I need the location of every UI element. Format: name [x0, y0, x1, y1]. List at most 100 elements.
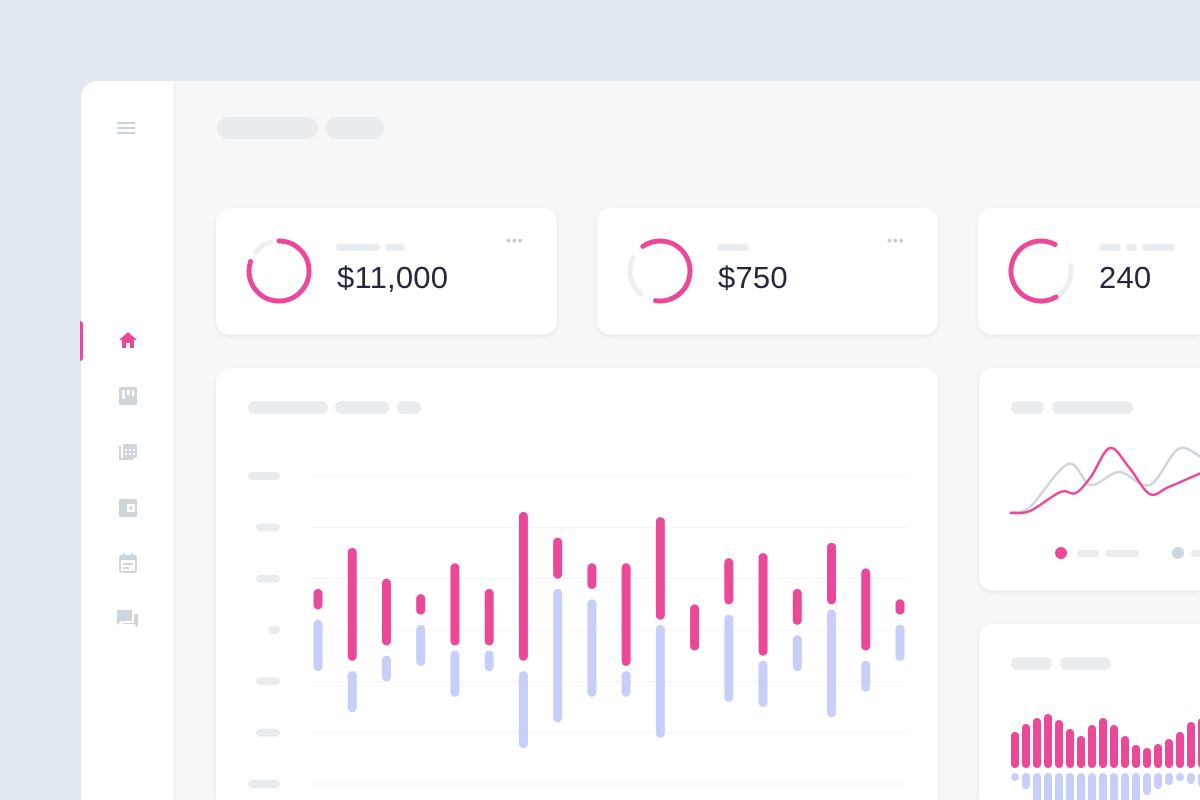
menu-icon[interactable] — [117, 122, 135, 134]
progress-ring — [627, 238, 693, 304]
chart-title-placeholder — [1060, 657, 1111, 670]
sidebar-item-spreadsheet[interactable] — [81, 434, 175, 470]
bar-lower — [861, 660, 871, 692]
bar-upper — [861, 568, 871, 651]
bar-upper — [381, 578, 391, 646]
bar-lower — [587, 599, 597, 697]
bar-positive — [1143, 748, 1151, 768]
small-bar-chart-card — [979, 624, 1200, 800]
y-tick-label-placeholder — [256, 523, 280, 532]
chart-legend — [1055, 547, 1200, 559]
bar-negative — [1011, 773, 1019, 781]
stat-card-count: 240 — [978, 208, 1200, 335]
chart-title-placeholder — [248, 401, 328, 414]
bar-upper — [690, 604, 700, 651]
bar-negative — [1099, 773, 1107, 800]
bar-upper — [587, 563, 597, 589]
sidebar — [80, 81, 175, 800]
y-tick-label-placeholder — [256, 728, 280, 737]
wallet-icon — [119, 499, 137, 517]
bar-positive — [1055, 720, 1063, 768]
y-tick-label-placeholder — [256, 677, 280, 686]
legend-label-placeholder — [1077, 550, 1099, 557]
chart-title-placeholder — [397, 401, 421, 414]
y-tick-label-placeholder — [256, 574, 280, 583]
more-options-icon[interactable]: ••• — [887, 232, 905, 248]
bar-lower — [381, 655, 391, 682]
bar-positive — [1044, 714, 1052, 768]
y-tick-label-placeholder — [268, 626, 280, 634]
diverging-bar-chart — [1011, 714, 1200, 800]
bar-negative — [1121, 773, 1129, 800]
stat-value: $11,000 — [337, 260, 449, 295]
bar-lower — [518, 671, 528, 749]
legend-label-placeholder — [1191, 550, 1200, 557]
label-placeholder — [385, 244, 405, 251]
line-series-pink — [1009, 446, 1200, 515]
chat-icon — [117, 610, 138, 628]
bar-upper — [347, 547, 357, 661]
bar-upper — [792, 588, 802, 625]
bar-lower — [484, 650, 494, 672]
line-series-gray — [1009, 446, 1200, 514]
range-bar-chart — [248, 472, 906, 788]
y-tick-label-placeholder — [248, 472, 280, 480]
bar-upper — [450, 563, 460, 646]
chart-title-placeholder — [1011, 657, 1052, 670]
bar-negative — [1022, 773, 1030, 789]
bar-upper — [895, 599, 905, 615]
legend-marker-gray — [1172, 547, 1184, 559]
bar-positive — [1077, 736, 1085, 768]
bar-upper — [621, 563, 631, 666]
bar-lower — [450, 650, 460, 697]
label-placeholder — [336, 244, 380, 251]
bar-lower — [655, 624, 665, 738]
bar-upper — [655, 517, 665, 620]
line-chart-card — [979, 368, 1200, 591]
sidebar-item-chat[interactable] — [81, 601, 175, 637]
bar-positive — [1011, 732, 1019, 768]
dashboard-window: ••• $11,000 ••• $750 240 — [80, 81, 1200, 800]
legend-label-placeholder — [1105, 550, 1139, 557]
bar-lower — [895, 624, 905, 661]
main-chart-card — [216, 368, 938, 800]
bar-lower — [416, 624, 426, 666]
label-placeholder — [1126, 244, 1137, 251]
sidebar-item-wallet[interactable] — [81, 490, 175, 526]
home-icon — [119, 332, 137, 348]
stat-value: $750 — [718, 260, 788, 295]
label-placeholder — [717, 244, 749, 251]
stat-card-sales: ••• $750 — [597, 208, 938, 335]
bar-negative — [1143, 773, 1151, 795]
bar-lower — [347, 671, 357, 713]
spreadsheet-icon — [119, 444, 137, 460]
bar-upper — [518, 511, 528, 661]
sidebar-item-board[interactable] — [81, 378, 175, 414]
y-tick-label-placeholder — [248, 780, 280, 788]
bar-positive — [1099, 718, 1107, 768]
stat-card-revenue: ••• $11,000 — [216, 208, 557, 335]
label-placeholder — [1099, 244, 1121, 251]
bar-lower — [827, 609, 837, 718]
bar-positive — [1088, 725, 1096, 768]
progress-ring — [1008, 238, 1074, 304]
sidebar-item-home[interactable] — [80, 321, 175, 361]
bar-upper — [827, 542, 837, 605]
bar-upper — [724, 558, 734, 605]
bar-lower — [621, 671, 631, 697]
bar-positive — [1187, 722, 1195, 768]
bar-negative — [1132, 773, 1140, 800]
more-options-icon[interactable]: ••• — [506, 232, 524, 248]
bar-lower — [792, 635, 802, 672]
board-icon — [119, 387, 137, 405]
bar-upper — [484, 588, 494, 646]
bar-lower — [553, 588, 563, 723]
chart-title-placeholder — [1052, 401, 1133, 414]
legend-marker-pink — [1055, 547, 1067, 559]
bar-negative — [1088, 773, 1096, 800]
bar-positive — [1022, 724, 1030, 768]
line-chart — [1009, 446, 1200, 515]
bar-upper — [416, 594, 426, 615]
sidebar-item-calendar[interactable] — [81, 545, 175, 581]
label-placeholder — [1142, 244, 1175, 251]
